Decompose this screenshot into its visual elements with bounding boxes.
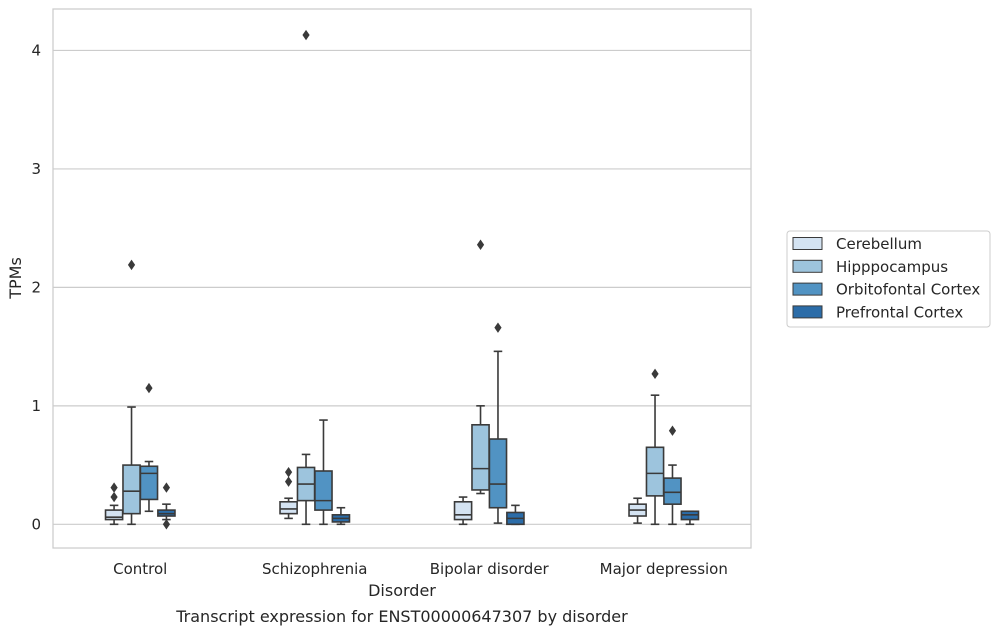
outlier-point — [284, 466, 293, 478]
outlier-point — [162, 519, 171, 530]
x-tick-label: Schizophrenia — [262, 560, 367, 578]
box-cerebellum — [104, 482, 124, 526]
boxplots — [104, 29, 700, 530]
box-cerebellum — [279, 466, 298, 520]
outlier-point — [110, 491, 118, 503]
outlier-point — [162, 482, 171, 493]
legend-swatch — [792, 237, 823, 250]
box-prefrontal-cortex — [331, 506, 351, 526]
box-hipppocampus — [122, 259, 141, 526]
legend-frame — [786, 230, 991, 328]
legend-label: Orbitofontal Cortex — [836, 281, 980, 299]
outlier-point — [494, 322, 502, 333]
box-orbitofontal-cortex — [488, 322, 508, 524]
box-iqr — [279, 500, 298, 515]
box-hipppocampus — [471, 239, 490, 495]
outlier-point — [302, 29, 310, 41]
box-iqr — [139, 465, 159, 501]
legend-swatch — [792, 282, 823, 296]
x-tick-label: Major depression — [600, 560, 728, 578]
legend-label: Prefrontal Cortex — [836, 303, 963, 321]
y-tick-label: 1 — [31, 397, 41, 415]
box-prefrontal-cortex — [680, 510, 700, 526]
box-iqr — [471, 423, 490, 491]
gridlines — [53, 49, 751, 525]
legend-label: Hipppocampus — [836, 258, 948, 276]
box-hipppocampus — [296, 29, 316, 526]
y-tick-label: 2 — [31, 278, 41, 296]
box-iqr — [645, 446, 665, 497]
x-tick-label: Bipolar disorder — [430, 560, 550, 578]
x-axis-label: Disorder — [368, 581, 436, 600]
outlier-point — [476, 239, 485, 250]
outlier-point — [110, 482, 118, 493]
legend: Cerebellum Hipppocampus Orbitofontal Corte… — [786, 230, 991, 328]
box-iqr — [663, 477, 682, 505]
box-prefrontal-cortex — [157, 482, 176, 530]
y-axis-label: TPMs — [6, 257, 25, 300]
chart-caption: Transcript expression for ENST0000064730… — [175, 607, 628, 626]
box-iqr — [104, 509, 124, 521]
box-orbitofontal-cortex — [314, 419, 333, 526]
y-tick-label: 3 — [31, 160, 41, 178]
box-iqr — [122, 464, 141, 515]
outlier-point — [127, 259, 136, 271]
outlier-point — [651, 368, 659, 380]
x-tick-label: Control — [113, 560, 167, 578]
box-iqr — [314, 470, 333, 511]
box-hipppocampus — [645, 368, 665, 526]
y-tick-label: 0 — [31, 515, 41, 533]
box-cerebellum — [453, 496, 473, 526]
y-tick-labels: 0 1 2 3 4 — [31, 41, 41, 533]
legend-swatch — [792, 259, 823, 273]
box-orbitofontal-cortex — [663, 425, 682, 526]
legend-swatch — [792, 305, 823, 319]
outlier-point — [668, 425, 677, 436]
box-iqr — [453, 500, 473, 521]
outlier-point — [145, 382, 153, 394]
plot-frame — [52, 8, 752, 549]
outlier-point — [284, 476, 293, 487]
y-tick-label: 4 — [31, 41, 41, 59]
box-cerebellum — [628, 497, 647, 524]
x-tick-labels: Control Schizophrenia Bipolar disorder Majo… — [113, 560, 728, 578]
box-orbitofontal-cortex — [139, 382, 159, 513]
legend-label: Cerebellum — [836, 235, 922, 253]
box-iqr — [488, 438, 508, 509]
box-prefrontal-cortex — [506, 504, 525, 526]
